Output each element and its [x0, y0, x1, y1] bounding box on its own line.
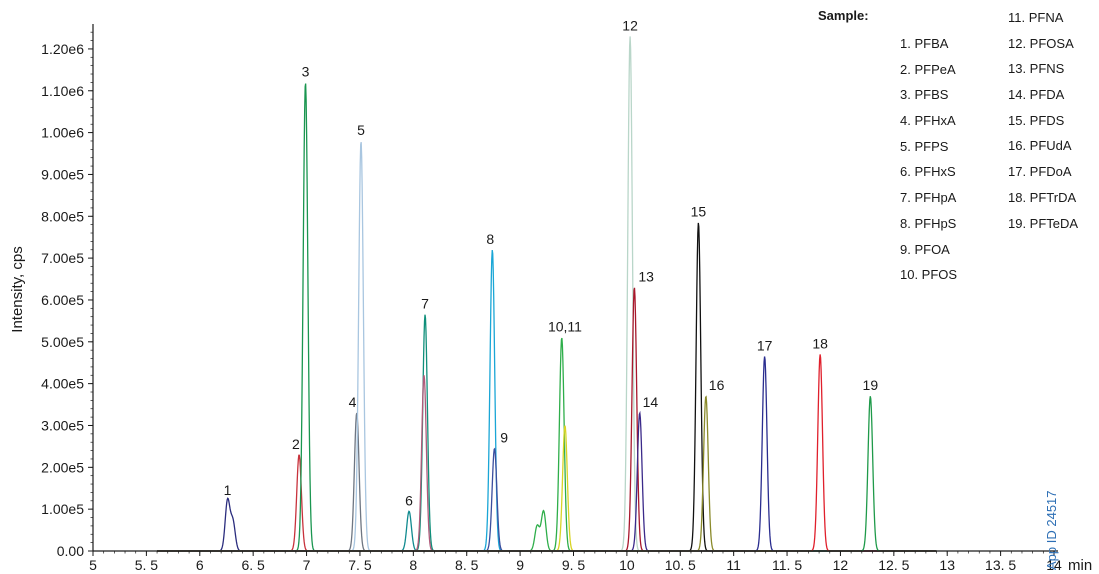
trace-19 [157, 354, 937, 552]
peak-label: 18 [812, 335, 828, 351]
peak-label: 9 [500, 429, 508, 445]
peak-label: 14 [643, 394, 659, 410]
y-tick-label: 1.00e6 [41, 125, 84, 141]
y-tick-label: 0.00 [57, 543, 84, 559]
x-tick-label: 13. 5 [985, 557, 1016, 573]
x-tick-label: 8. 5 [455, 557, 479, 573]
x-tick-label: 11. 5 [772, 557, 802, 573]
y-tick-label: 9.00e5 [41, 166, 84, 182]
trace-16 [157, 222, 937, 552]
x-tick-label: 7. 5 [348, 557, 372, 573]
x-tick-label: 6. 5 [241, 557, 265, 573]
x-tick-label: 7 [303, 557, 311, 573]
peak-label: 13 [638, 268, 654, 284]
trace-20 [157, 396, 937, 552]
y-tick-label: 4.00e5 [41, 376, 84, 392]
x-tick-label: 9. 5 [562, 557, 586, 573]
x-tick-label: 10 [619, 557, 635, 573]
y-axis-ticks: 0.00 1.00e5 2.00e5 3.00e5 4.00e5 5.00e5 6.00e5… [41, 31, 93, 559]
trace-1 [157, 497, 937, 552]
x-tick-label: 6 [196, 557, 204, 573]
y-tick-label: 1.00e5 [41, 501, 84, 517]
legend-item: 2. PFPeA [900, 61, 956, 77]
legend-column-2: 11. PFNA 12. PFOSA 13. PFNS 14. PFDA 15. PFD… [1008, 5, 1078, 236]
chart-axes [92, 24, 1058, 552]
peak-label: 17 [757, 337, 773, 353]
peak-label: 15 [691, 204, 707, 220]
legend-item: 5. PFPS [900, 138, 949, 154]
x-tick-label: 11 [726, 557, 741, 573]
peak-label: 19 [863, 377, 879, 393]
peak-label: 16 [709, 377, 725, 393]
x-tick-label: 9 [516, 557, 524, 573]
x-tick-label: 8 [409, 557, 417, 573]
trace-8 [157, 375, 937, 552]
peak-label: 1 [224, 482, 232, 498]
legend-item: 14. PFDA [1008, 87, 1065, 103]
y-tick-label: 7.00e5 [41, 250, 84, 266]
y-axis-label: Intensity, cps [9, 246, 26, 332]
x-tick-label: 14 [1046, 557, 1062, 573]
x-tick-label: 10. 5 [665, 557, 696, 573]
y-tick-label: 2.00e5 [41, 459, 84, 475]
legend-item: 11. PFNA [1008, 10, 1064, 25]
legend-item: 9. PFOA [900, 241, 950, 257]
x-tick-label: 5. 5 [135, 557, 159, 573]
x-tick-label: 5 [89, 557, 97, 573]
trace-14 [157, 287, 937, 552]
legend-item: 3. PFBS [900, 87, 949, 103]
legend-item: 8. PFHpS [900, 215, 957, 231]
legend-item: 16. PFUdA [1008, 138, 1072, 154]
peak-label: 12 [622, 17, 638, 33]
trace-17 [157, 395, 937, 552]
legend-item: 19. PFTeDA [1008, 215, 1079, 231]
peak-label: 10,11 [548, 319, 582, 335]
y-tick-label: 3.00e5 [41, 417, 84, 433]
x-axis-label: min [1068, 557, 1092, 574]
legend-item: 1. PFBA [900, 36, 949, 51]
peak-label: 8 [486, 231, 494, 247]
peak-label: 5 [357, 122, 365, 138]
peak-label: 6 [405, 492, 413, 508]
sample-legend: Sample: 1. PFBA 2. PFPeA 3. PFBS 4. PFHxA 5.… [818, 5, 1098, 282]
y-tick-label: 1.20e6 [41, 41, 84, 57]
peak-label: 2 [292, 436, 300, 452]
peak-label: 4 [349, 394, 357, 410]
y-tick-label: 8.00e5 [41, 208, 84, 224]
app-id-label: App ID 24517 [1044, 490, 1059, 570]
x-tick-label: 13 [939, 557, 955, 573]
x-tick-label: 12 [833, 557, 849, 573]
legend-item: 17. PFDoA [1008, 164, 1072, 180]
x-tick-label: 12. 5 [878, 557, 909, 573]
legend-item: 6. PFHxS [900, 164, 956, 180]
y-tick-label: 5.00e5 [41, 334, 84, 350]
legend-item: 4. PFHxA [900, 113, 956, 129]
legend-item: 10. PFOS [900, 267, 958, 283]
trace-18 [157, 356, 937, 552]
legend-column-1: 1. PFBA 2. PFPeA 3. PFBS 4. PFHxA 5. PFPS 6. … [900, 31, 957, 288]
trace-9 [157, 249, 937, 552]
y-tick-label: 1.10e6 [41, 83, 84, 99]
legend-title: Sample: [818, 8, 869, 23]
legend-item: 15. PFDS [1008, 112, 1065, 128]
peak-label: 7 [421, 296, 429, 312]
legend-item: 7. PFHpA [900, 190, 957, 206]
legend-item: 18. PFTrDA [1008, 189, 1077, 205]
legend-item: 12. PFOSA [1008, 35, 1074, 51]
y-tick-label: 6.00e5 [41, 292, 84, 308]
peak-label: 3 [302, 63, 310, 79]
legend-item: 13. PFNS [1008, 61, 1065, 77]
x-axis-ticks: 5 5. 5 6 6. 5 7 7. 5 8 8. 5 9 9. 5 10 10. 5 11 11. 5 1… [89, 551, 1062, 573]
